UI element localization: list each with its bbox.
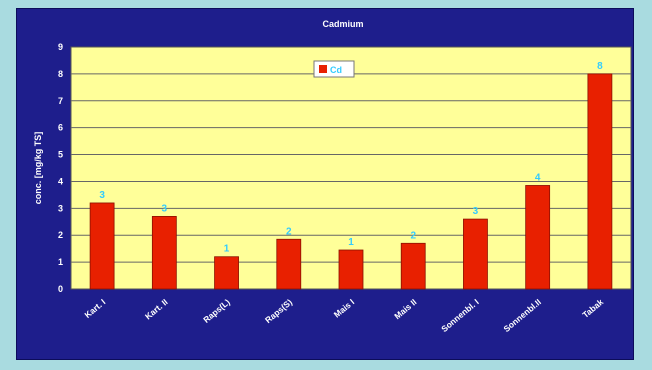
x-axis-ticks: Kart. I Kart. II Raps(L) Raps(S) Mais I Mais …: [83, 297, 606, 334]
data-label: 2: [286, 226, 292, 237]
data-label: 8: [597, 61, 603, 72]
x-tick-label: Sonnenbl. I: [439, 297, 481, 334]
x-tick-label: Mais II: [392, 297, 418, 321]
x-tick-label: Kart. I: [83, 297, 108, 320]
data-label: 4: [535, 172, 541, 183]
legend-entry-cd: Cd: [330, 65, 342, 75]
data-label: 3: [473, 206, 479, 217]
bar: [587, 73, 613, 290]
y-tick-label: 9: [58, 42, 63, 52]
x-tick-label: Tabak: [580, 297, 605, 320]
bar: [89, 202, 115, 290]
y-tick-label: 5: [58, 150, 63, 160]
data-label: 1: [348, 237, 354, 248]
y-axis-ticks: 0 1 2 3 4 5 6 7 8 9: [58, 42, 63, 294]
y-tick-label: 3: [58, 203, 63, 213]
x-tick-label: Kart. II: [143, 297, 170, 322]
data-label: 1: [224, 244, 230, 255]
x-tick-label: Raps(S): [263, 297, 294, 325]
x-tick-label: Sonnenbl.II: [501, 297, 543, 334]
data-labels: 3 3 1 2 1 2 3 4 8: [99, 61, 603, 255]
bar: [525, 185, 551, 290]
bar: [151, 215, 177, 290]
bar: [400, 242, 426, 290]
data-label: 3: [162, 203, 168, 214]
bar: [338, 249, 364, 290]
y-tick-label: 1: [58, 257, 63, 267]
y-tick-label: 8: [58, 69, 63, 79]
bar: [463, 218, 488, 290]
bar: [214, 256, 239, 290]
bars: [89, 73, 613, 290]
y-tick-label: 4: [58, 176, 63, 186]
bar: [276, 238, 302, 290]
data-label: 2: [410, 230, 416, 241]
y-tick-label: 7: [58, 96, 63, 106]
y-axis-label: conc. [mg/kg TS]: [33, 132, 43, 205]
chart-title: Cadmium: [322, 19, 363, 29]
data-label: 3: [99, 190, 105, 201]
x-tick-label: Mais I: [332, 297, 357, 320]
legend: Cd: [313, 60, 355, 78]
y-tick-label: 0: [58, 284, 63, 294]
x-tick-label: Raps(L): [201, 297, 232, 325]
y-tick-label: 6: [58, 123, 63, 133]
y-tick-label: 2: [58, 230, 63, 240]
legend-swatch: [319, 65, 327, 73]
